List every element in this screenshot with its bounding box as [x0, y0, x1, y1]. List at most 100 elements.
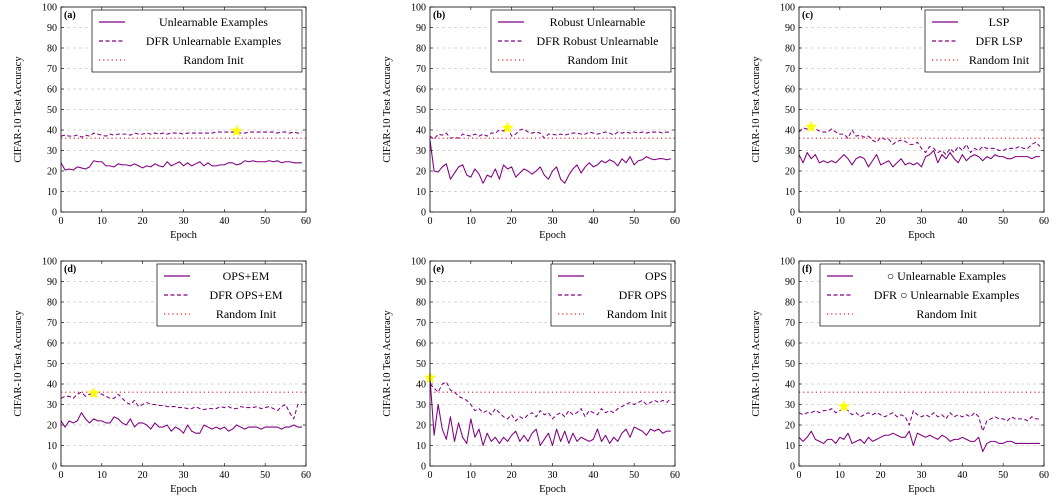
- y-tick-label: 50: [416, 105, 426, 116]
- legend-entry-label: DFR Unlearnable Examples: [146, 34, 282, 48]
- x-tick-label: 40: [219, 470, 229, 481]
- y-tick-label: 40: [47, 380, 57, 391]
- y-tick-label: 100: [411, 257, 426, 268]
- y-axis-label: CIFAR-10 Test Accuracy: [13, 56, 24, 163]
- x-tick-label: 20: [876, 470, 886, 481]
- panel-label: (d): [64, 264, 76, 275]
- x-tick-label: 60: [1039, 216, 1049, 227]
- x-tick-label: 30: [179, 470, 189, 481]
- x-tick-label: 40: [219, 216, 229, 227]
- x-axis-label: Epoch: [170, 484, 198, 495]
- y-tick-label: 60: [47, 85, 57, 96]
- y-tick-label: 100: [780, 3, 795, 14]
- chart-panel: 0 10 20 30 40 50 60 70 80 90 100 0 10 20 30 40 50 60 Epoch…: [13, 257, 311, 496]
- y-tick-label: 90: [47, 23, 57, 34]
- series-line: [798, 430, 1040, 453]
- y-tick-label: 0: [52, 462, 57, 473]
- series-line: [60, 391, 302, 420]
- y-tick-label: 80: [785, 298, 795, 309]
- y-tick-label: 70: [416, 318, 426, 329]
- y-tick-label: 40: [47, 126, 57, 137]
- y-axis-label: CIFAR-10 Test Accuracy: [382, 56, 393, 163]
- y-tick-label: 60: [416, 339, 426, 350]
- x-tick-label: 10: [466, 470, 476, 481]
- x-tick-label: 20: [507, 216, 517, 227]
- y-tick-label: 10: [47, 441, 57, 452]
- plot-frame: [60, 260, 307, 467]
- y-axis-label: CIFAR-10 Test Accuracy: [751, 56, 762, 163]
- y-tick-label: 10: [416, 187, 426, 198]
- y-tick-label: 90: [785, 277, 795, 288]
- x-tick-label: 60: [301, 216, 311, 227]
- legend: OPS+EM DFR OPS+EM Random Init: [156, 263, 303, 327]
- x-tick-label: 50: [629, 470, 639, 481]
- series-line: [429, 127, 671, 140]
- panel-label: (e): [433, 264, 444, 275]
- y-tick-label: 50: [47, 359, 57, 370]
- y-tick-label: 30: [416, 400, 426, 411]
- x-tick-label: 20: [138, 216, 148, 227]
- legend-entry-label: DFR LSP: [975, 34, 1022, 48]
- legend-entry-label: OPS: [645, 269, 667, 283]
- plot-frame: [798, 260, 1045, 467]
- plot-frame: [429, 260, 676, 467]
- y-tick-label: 0: [52, 208, 57, 219]
- y-tick-label: 100: [42, 257, 57, 268]
- x-axis-label: Epoch: [908, 230, 936, 241]
- legend-entry-label: Random Init: [183, 53, 244, 67]
- chart-panel: 0 10 20 30 40 50 60 70 80 90 100 0 10 20 30 40 50 60 Epoch…: [382, 257, 680, 496]
- legend-entry-label: Robust Unlearnable: [550, 15, 646, 29]
- y-tick-label: 70: [785, 318, 795, 329]
- x-tick-label: 20: [507, 470, 517, 481]
- y-tick-label: 100: [411, 3, 426, 14]
- series-line: [798, 149, 1040, 168]
- legend-entry-label: OPS+EM: [223, 269, 270, 283]
- legend-box: [91, 9, 303, 73]
- y-tick-label: 70: [47, 64, 57, 75]
- series-line: [429, 381, 672, 422]
- y-tick-label: 80: [416, 298, 426, 309]
- series-line: [798, 127, 1041, 156]
- legend-entry-label: Unlearnable Examples: [159, 15, 268, 29]
- y-tick-label: 30: [416, 146, 426, 157]
- y-tick-label: 90: [416, 23, 426, 34]
- star-marker: [230, 124, 243, 137]
- x-tick-label: 50: [260, 216, 270, 227]
- y-tick-label: 80: [416, 44, 426, 55]
- y-tick-label: 60: [47, 339, 57, 350]
- y-tick-label: 40: [416, 380, 426, 391]
- legend: LSP DFR LSP Random Init: [924, 9, 1041, 73]
- x-tick-label: 20: [138, 470, 148, 481]
- plot-frame: [798, 6, 1045, 213]
- y-tick-label: 40: [416, 126, 426, 137]
- y-tick-label: 10: [47, 187, 57, 198]
- y-tick-label: 20: [785, 167, 795, 178]
- y-tick-label: 20: [47, 421, 57, 432]
- series-line: [429, 140, 672, 184]
- series-line: [798, 408, 1040, 432]
- y-axis-label: CIFAR-10 Test Accuracy: [382, 310, 393, 417]
- panel-label: (c): [802, 10, 813, 21]
- legend-entry-label: Random Init: [567, 53, 628, 67]
- panel-label: (a): [64, 10, 76, 21]
- y-tick-label: 50: [785, 105, 795, 116]
- legend-entry-label: ○ Unlearnable Examples: [887, 269, 1007, 283]
- x-tick-label: 60: [1039, 470, 1049, 481]
- x-tick-label: 50: [998, 216, 1008, 227]
- x-tick-label: 10: [835, 216, 845, 227]
- y-tick-label: 90: [47, 277, 57, 288]
- x-tick-label: 0: [428, 470, 433, 481]
- x-tick-label: 10: [466, 216, 476, 227]
- x-tick-label: 40: [957, 470, 967, 481]
- y-tick-label: 90: [785, 23, 795, 34]
- y-tick-label: 30: [47, 146, 57, 157]
- x-tick-label: 0: [797, 216, 802, 227]
- y-tick-label: 0: [790, 208, 795, 219]
- legend-entry-label: Random Init: [916, 307, 977, 321]
- x-tick-label: 60: [301, 470, 311, 481]
- x-tick-label: 60: [670, 470, 680, 481]
- y-tick-label: 60: [416, 85, 426, 96]
- x-tick-label: 10: [835, 470, 845, 481]
- legend-entry-label: Random Init: [607, 307, 668, 321]
